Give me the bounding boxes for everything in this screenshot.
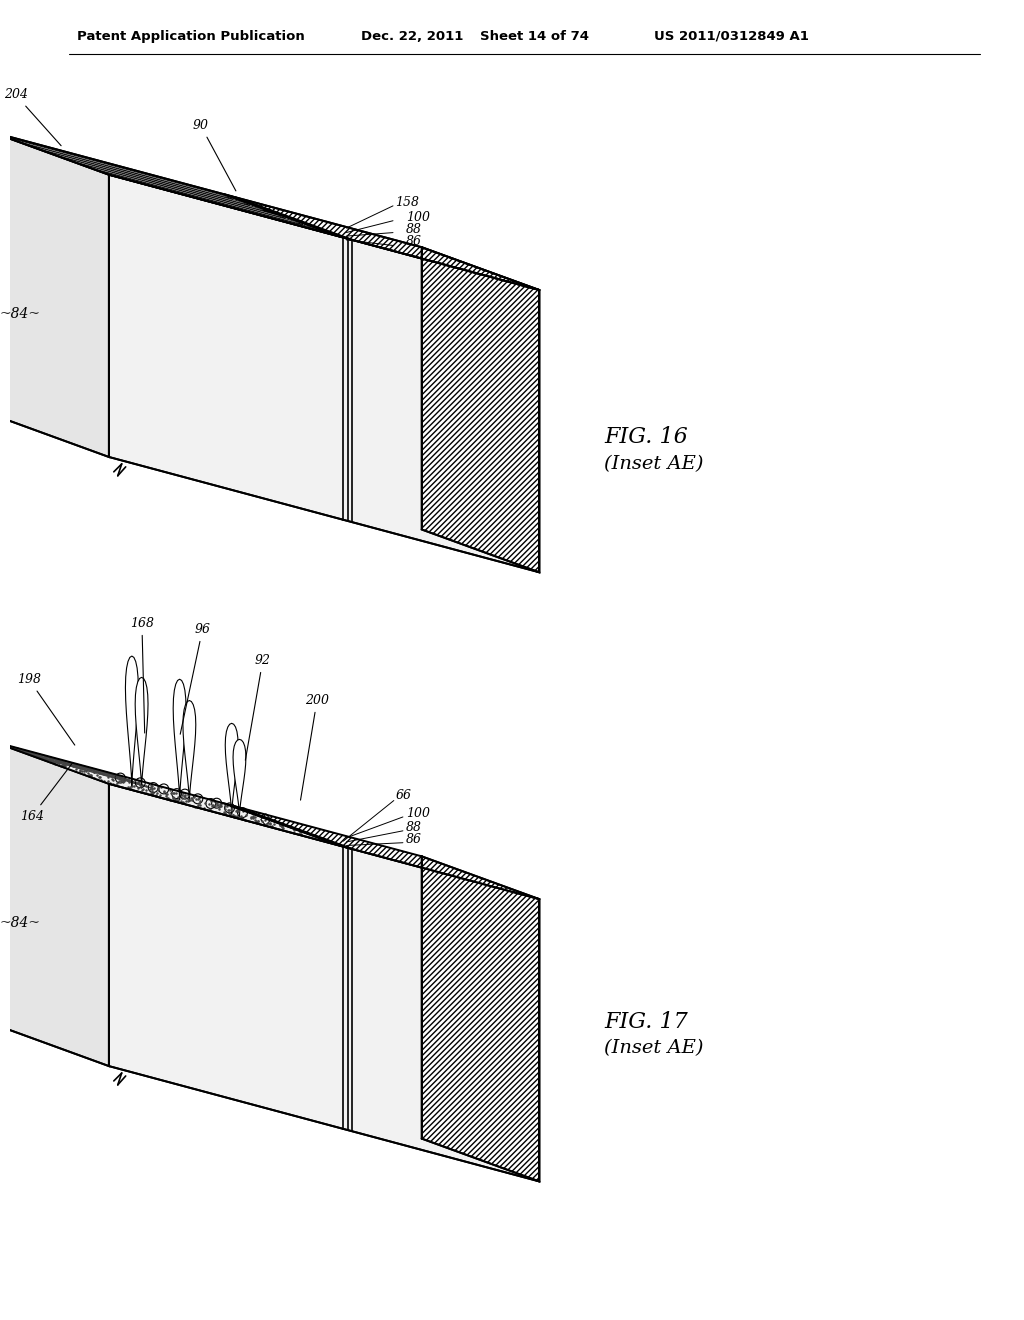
Polygon shape — [94, 772, 126, 781]
Polygon shape — [213, 198, 243, 207]
Polygon shape — [0, 741, 341, 846]
Polygon shape — [422, 857, 540, 1181]
Polygon shape — [113, 776, 144, 785]
Polygon shape — [36, 756, 69, 766]
Polygon shape — [109, 784, 540, 1181]
Text: 100: 100 — [406, 807, 430, 820]
Polygon shape — [84, 768, 116, 777]
Polygon shape — [182, 186, 212, 195]
Polygon shape — [54, 760, 87, 770]
Polygon shape — [97, 170, 321, 231]
Polygon shape — [101, 172, 316, 230]
Text: 92: 92 — [246, 653, 270, 760]
Polygon shape — [150, 181, 203, 197]
Text: 164: 164 — [19, 763, 73, 822]
Text: 90: 90 — [193, 119, 236, 191]
Text: Sheet 14 of 74: Sheet 14 of 74 — [480, 29, 589, 42]
Text: (Inset AE): (Inset AE) — [604, 455, 703, 473]
Polygon shape — [102, 772, 134, 781]
Polygon shape — [201, 194, 255, 210]
Polygon shape — [131, 173, 160, 182]
Text: (Inset AE): (Inset AE) — [604, 1039, 703, 1057]
Polygon shape — [0, 132, 341, 238]
Polygon shape — [135, 677, 148, 788]
Polygon shape — [73, 764, 105, 774]
Polygon shape — [13, 140, 228, 198]
Polygon shape — [233, 739, 246, 816]
Text: 100: 100 — [406, 211, 430, 223]
Polygon shape — [92, 768, 124, 777]
Polygon shape — [261, 813, 270, 825]
Polygon shape — [62, 760, 95, 770]
Polygon shape — [183, 701, 196, 801]
Polygon shape — [125, 656, 138, 787]
Text: 88: 88 — [406, 821, 422, 834]
Polygon shape — [109, 174, 540, 573]
Text: 158: 158 — [395, 195, 419, 209]
Polygon shape — [0, 132, 109, 457]
Text: ~84~: ~84~ — [0, 308, 41, 321]
Text: ~84~: ~84~ — [0, 916, 41, 931]
Polygon shape — [15, 748, 47, 759]
Polygon shape — [27, 144, 250, 206]
Polygon shape — [225, 723, 239, 814]
Polygon shape — [422, 247, 540, 573]
Polygon shape — [231, 206, 285, 222]
Polygon shape — [9, 139, 232, 199]
Polygon shape — [26, 752, 57, 762]
Text: 200: 200 — [300, 694, 329, 800]
Text: 88: 88 — [406, 223, 422, 235]
Text: US 2011/0312849 A1: US 2011/0312849 A1 — [653, 29, 809, 42]
Polygon shape — [67, 158, 282, 216]
Text: 168: 168 — [130, 616, 154, 733]
Text: 86: 86 — [406, 833, 422, 846]
Polygon shape — [45, 150, 268, 213]
Polygon shape — [162, 183, 190, 193]
Polygon shape — [223, 804, 540, 899]
Polygon shape — [173, 680, 186, 800]
Text: 66: 66 — [396, 788, 412, 801]
Polygon shape — [123, 780, 155, 789]
Polygon shape — [223, 194, 540, 290]
Polygon shape — [244, 209, 273, 218]
Polygon shape — [80, 164, 303, 224]
Polygon shape — [191, 195, 221, 203]
Text: FIG. 16: FIG. 16 — [604, 426, 688, 449]
Text: Dec. 22, 2011: Dec. 22, 2011 — [361, 29, 464, 42]
Polygon shape — [44, 756, 76, 766]
Polygon shape — [34, 752, 66, 763]
Polygon shape — [0, 741, 109, 1067]
Text: 86: 86 — [406, 235, 422, 248]
Polygon shape — [5, 746, 37, 755]
Polygon shape — [263, 210, 281, 215]
Text: FIG. 17: FIG. 17 — [604, 1011, 688, 1032]
Polygon shape — [48, 152, 264, 210]
Polygon shape — [31, 147, 246, 205]
Text: 198: 198 — [17, 673, 75, 744]
Polygon shape — [180, 191, 233, 207]
Polygon shape — [119, 169, 172, 185]
Text: Patent Application Publication: Patent Application Publication — [77, 29, 305, 42]
Polygon shape — [66, 764, 97, 774]
Polygon shape — [62, 157, 286, 218]
Text: 204: 204 — [3, 88, 61, 145]
Polygon shape — [84, 165, 299, 223]
Polygon shape — [170, 183, 224, 199]
Text: 96: 96 — [180, 623, 211, 734]
